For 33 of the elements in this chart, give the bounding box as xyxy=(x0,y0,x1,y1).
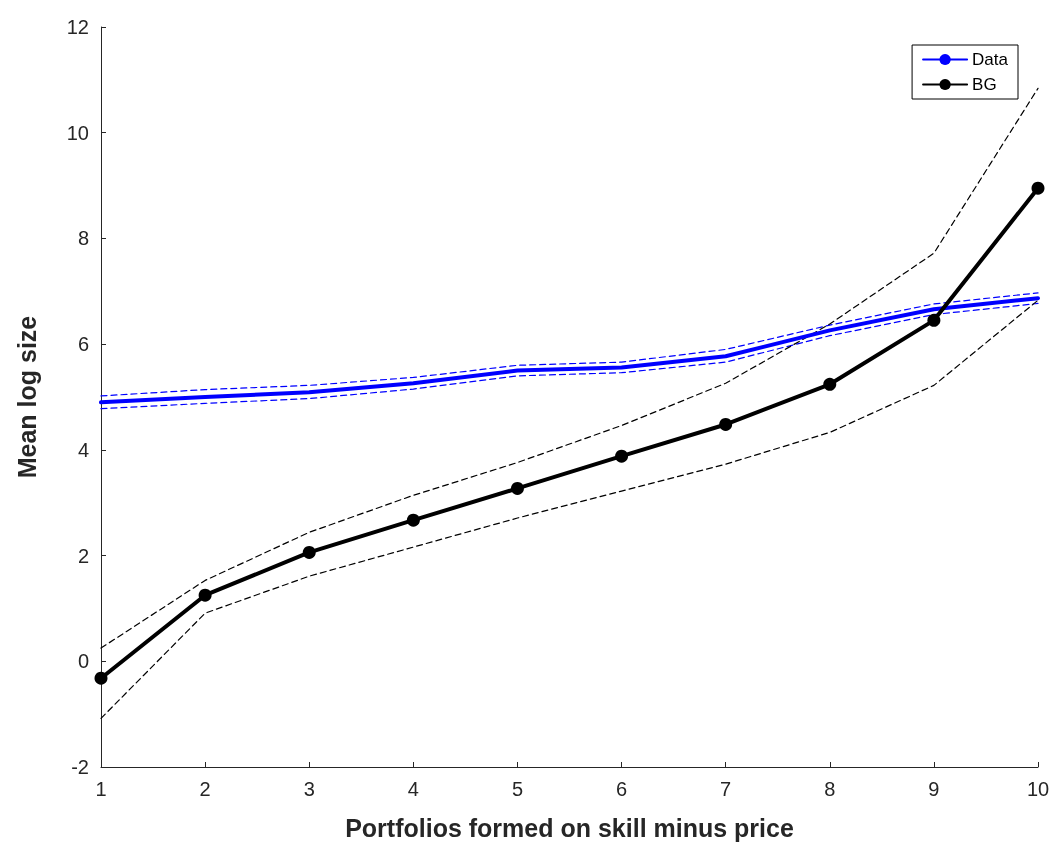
x-tick-label: 1 xyxy=(95,778,107,800)
x-axis-title: Portfolios formed on skill minus price xyxy=(345,813,794,842)
x-tick-label: 3 xyxy=(303,778,315,800)
y-tick-label: 2 xyxy=(77,544,89,567)
y-tick-label: 6 xyxy=(77,333,89,356)
line-series xyxy=(100,299,1039,719)
x-tick-label: 6 xyxy=(615,778,628,800)
y-axis-title: Mean log size xyxy=(12,315,41,479)
y-tick-label: 8 xyxy=(77,227,89,250)
x-tick-label: 10 xyxy=(1026,778,1050,800)
point xyxy=(927,313,941,327)
y-tick-label: 4 xyxy=(77,438,89,461)
point xyxy=(1031,181,1045,195)
x-tick-label: 2 xyxy=(199,778,211,800)
x-tick-label: 9 xyxy=(928,778,940,800)
x-tick-label: 4 xyxy=(407,778,419,800)
point xyxy=(94,671,108,685)
point xyxy=(719,417,733,431)
y-tick-label: 0 xyxy=(77,650,89,673)
y-tick-label: 12 xyxy=(66,16,89,38)
x-tick-label: 8 xyxy=(824,778,836,800)
point xyxy=(406,513,420,527)
point xyxy=(302,545,316,559)
legend-label: Data xyxy=(972,50,1009,69)
point xyxy=(198,588,212,602)
point xyxy=(615,449,629,463)
y-tick-label: -2 xyxy=(71,756,89,778)
x-tick-label: 5 xyxy=(511,778,524,800)
point xyxy=(823,377,837,391)
y-tick-label: 10 xyxy=(66,121,89,144)
x-tick-label: 7 xyxy=(720,778,732,800)
legend-label: BG xyxy=(972,75,997,94)
point xyxy=(510,481,524,495)
